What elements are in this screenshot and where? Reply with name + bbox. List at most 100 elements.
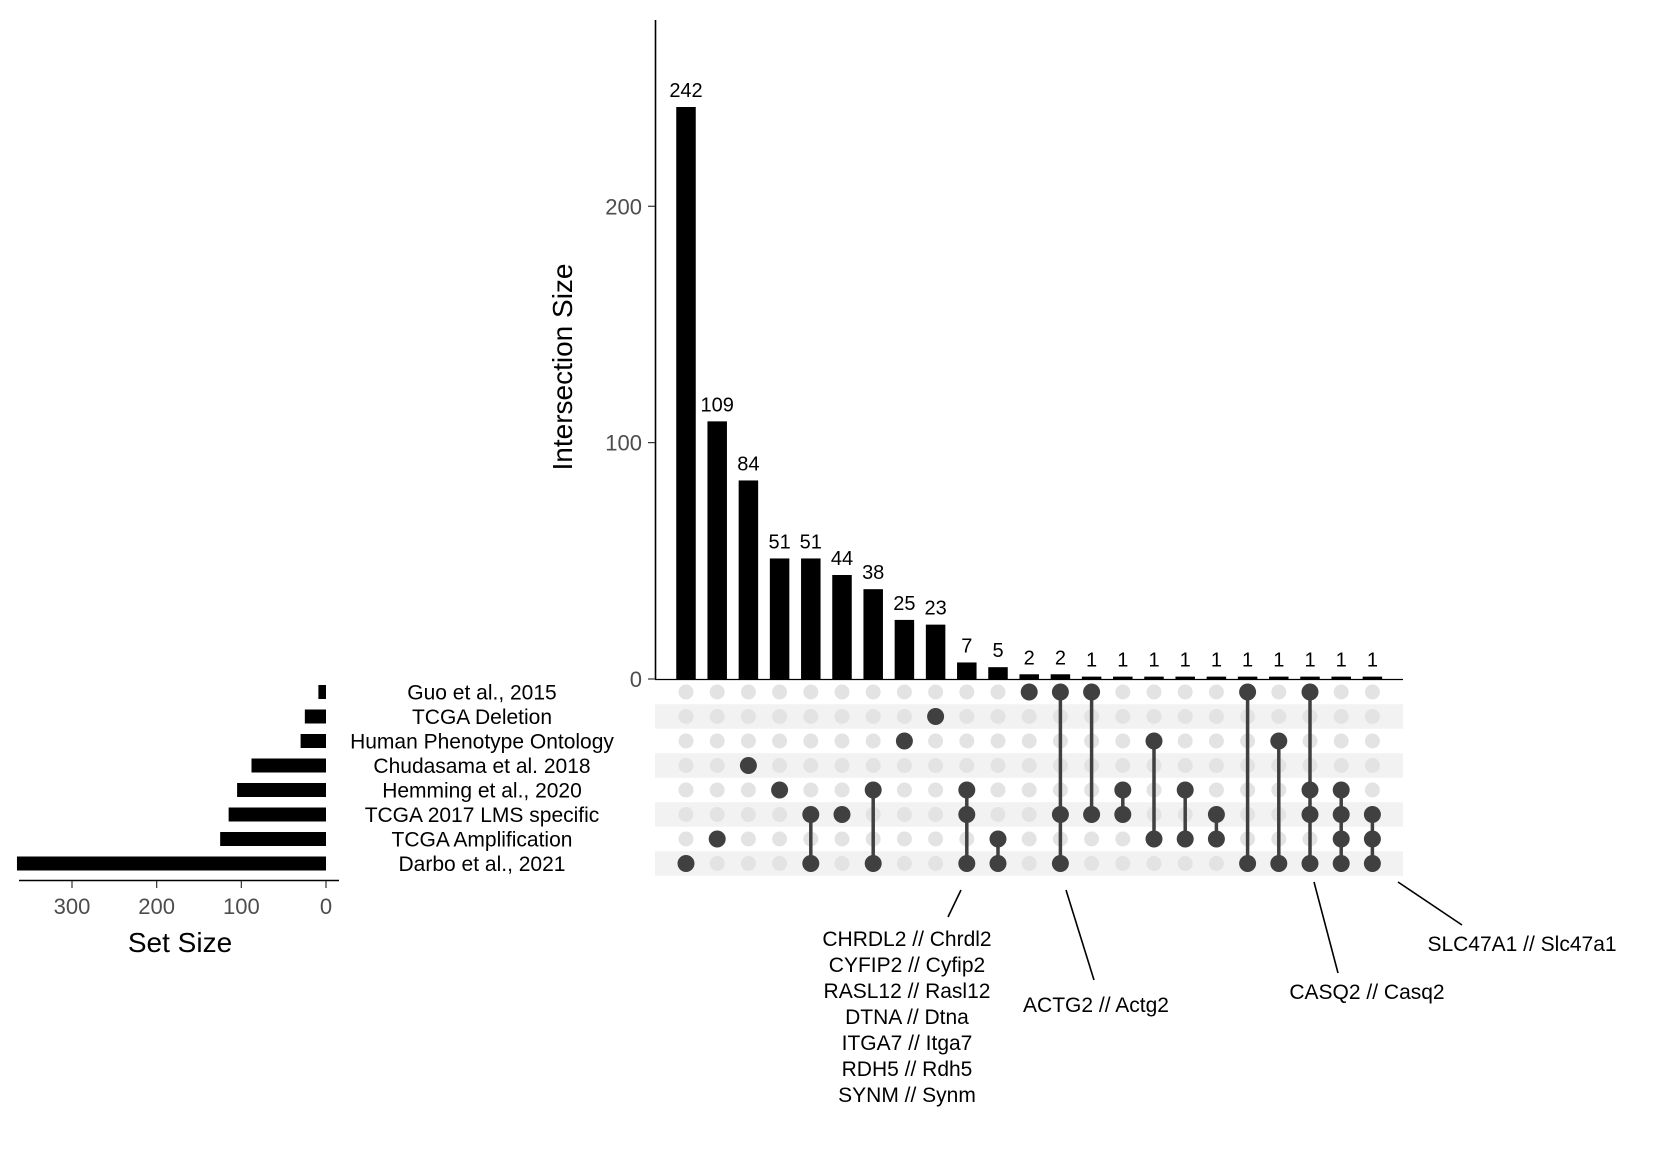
matrix-dot-active: [739, 757, 757, 774]
bar-value-label: 1: [1304, 650, 1315, 672]
matrix-dot-inactive: [896, 856, 912, 871]
matrix-dot-inactive: [1364, 709, 1380, 724]
matrix-dot-inactive: [959, 733, 975, 749]
matrix-dot-active: [1332, 830, 1350, 848]
intersection-bar: [894, 619, 915, 679]
matrix-dot-active: [895, 732, 913, 750]
matrix-dot-inactive: [1364, 733, 1380, 749]
matrix-dot-active: [1051, 683, 1069, 701]
matrix-dot-inactive: [709, 684, 725, 700]
matrix-dot-inactive: [772, 856, 788, 871]
bar-value-label: 1: [1273, 650, 1284, 672]
matrix-dot-inactive: [959, 709, 975, 724]
matrix-dot-inactive: [709, 856, 725, 871]
matrix-dot-inactive: [1333, 733, 1349, 749]
set-tick-label: 200: [138, 894, 175, 919]
matrix-dot-inactive: [1333, 684, 1349, 700]
gene-annotation-label: RDH5 // Rdh5: [842, 1058, 973, 1081]
matrix-dot-inactive: [834, 831, 850, 847]
matrix-dot-inactive: [928, 733, 944, 749]
matrix-dot-inactive: [1021, 807, 1037, 822]
matrix-dot-active: [1301, 806, 1319, 823]
matrix-dot-inactive: [865, 709, 881, 724]
matrix-dot-active: [1332, 781, 1350, 799]
y-tick-label: 100: [605, 431, 642, 456]
matrix-dot-active: [1239, 855, 1257, 872]
matrix-dot-active: [1239, 683, 1257, 701]
set-size-axis: 300 200 100 0 Set Size: [19, 879, 339, 958]
intersection-bar: [1113, 676, 1133, 679]
bar-value-label: 1: [1336, 650, 1347, 672]
matrix-dot-active: [1270, 855, 1288, 872]
matrix-dot-inactive: [678, 709, 694, 724]
matrix-dot-active: [1145, 830, 1163, 848]
matrix-dot-active: [1207, 806, 1225, 823]
intersection-bar: [801, 558, 821, 679]
matrix-dot-inactive: [928, 831, 944, 847]
bar-value-label: 1: [1086, 650, 1097, 672]
matrix-dot-active: [1083, 806, 1101, 823]
intersection-bar: [707, 421, 727, 679]
set-label: Hemming et al., 2020: [382, 780, 582, 803]
matrix-dot-inactive: [959, 758, 975, 773]
gene-annotation-label: CASQ2 // Casq2: [1289, 981, 1444, 1004]
set-size-bar: [237, 783, 326, 797]
matrix-dot-inactive: [772, 733, 788, 749]
bar-value-label: 44: [831, 548, 853, 570]
matrix-dot-active: [802, 855, 820, 872]
matrix-dot-inactive: [834, 758, 850, 773]
matrix-dot-active: [1114, 781, 1132, 799]
matrix-dot-inactive: [709, 782, 725, 798]
bar-value-label: 25: [893, 593, 915, 615]
set-size-bar: [300, 734, 326, 748]
y-tick-label: 200: [605, 194, 642, 219]
matrix-dot-inactive: [1208, 733, 1224, 749]
bar-value-label: 242: [669, 80, 702, 102]
matrix-dot-inactive: [1021, 709, 1037, 724]
matrix-dot-inactive: [1021, 782, 1037, 798]
matrix-dot-inactive: [1021, 758, 1037, 773]
matrix-dot-inactive: [1084, 831, 1100, 847]
matrix-dot-inactive: [959, 684, 975, 700]
matrix-dot-active: [1363, 806, 1381, 823]
matrix-dot-active: [958, 781, 976, 799]
matrix-dot-inactive: [678, 758, 694, 773]
matrix-dot-active: [1176, 781, 1194, 799]
matrix-dot-inactive: [896, 709, 912, 724]
intersection-bar: [1206, 676, 1227, 679]
bar-value-label: 1: [1211, 650, 1222, 672]
matrix-dot-inactive: [834, 782, 850, 798]
matrix-dot-inactive: [1177, 856, 1193, 871]
matrix-dot-inactive: [1208, 709, 1224, 724]
matrix-dot-inactive: [865, 758, 881, 773]
matrix-dot-inactive: [1115, 709, 1131, 724]
matrix-dot-inactive: [709, 709, 725, 724]
matrix-dot-inactive: [772, 709, 788, 724]
matrix-dot-active: [1114, 806, 1132, 823]
gene-annotations: CHRDL2 // Chrdl2 CYFIP2 // Cyfip2 RASL12 /…: [822, 881, 1617, 1107]
matrix-dot-inactive: [1146, 684, 1162, 700]
matrix-dot-inactive: [896, 807, 912, 822]
matrix-dot-inactive: [1364, 758, 1380, 773]
matrix-dot-inactive: [803, 758, 819, 773]
matrix-dot-active: [708, 830, 726, 848]
membership-matrix: [677, 683, 1381, 872]
intersection-bar: [1331, 676, 1351, 679]
set-tick-label: 0: [320, 894, 332, 919]
matrix-dot-active: [1051, 806, 1069, 823]
matrix-dot-inactive: [740, 807, 756, 822]
matrix-dot-inactive: [1208, 782, 1224, 798]
set-size-bar: [304, 709, 326, 724]
matrix-dot-inactive: [990, 733, 1006, 749]
matrix-dot-active: [989, 830, 1007, 848]
bar-value-label: 2: [1055, 647, 1066, 669]
matrix-dot-inactive: [1115, 733, 1131, 749]
matrix-dot-inactive: [1208, 758, 1224, 773]
matrix-dot-inactive: [834, 856, 850, 871]
gene-annotation-label: SYNM // Synm: [838, 1084, 976, 1107]
matrix-dot-active: [1176, 830, 1194, 848]
matrix-dot-inactive: [1115, 684, 1131, 700]
matrix-dot-active: [1207, 830, 1225, 848]
